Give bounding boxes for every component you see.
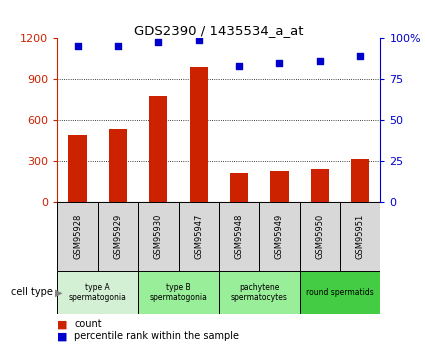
Text: GSM95930: GSM95930	[154, 214, 163, 259]
Text: percentile rank within the sample: percentile rank within the sample	[74, 332, 239, 341]
Bar	[219, 202, 259, 271]
Point	[316, 58, 323, 63]
Bar	[340, 202, 380, 271]
Bar	[230, 173, 248, 202]
Point	[74, 43, 81, 49]
Text: round spermatids: round spermatids	[306, 288, 374, 297]
Bar	[300, 202, 340, 271]
Text: count: count	[74, 319, 102, 329]
Text: GSM95929: GSM95929	[113, 214, 122, 259]
Point	[357, 53, 363, 59]
Text: GSM95928: GSM95928	[73, 214, 82, 259]
Bar	[300, 271, 380, 314]
Bar	[351, 159, 369, 202]
Bar	[68, 135, 87, 202]
Text: GSM95951: GSM95951	[356, 214, 365, 259]
Text: GSM95949: GSM95949	[275, 214, 284, 259]
Point	[114, 43, 122, 49]
Bar	[311, 169, 329, 202]
Bar	[259, 202, 300, 271]
Text: GSM95948: GSM95948	[235, 214, 244, 259]
Point	[235, 63, 242, 69]
Bar	[138, 202, 178, 271]
Bar	[57, 271, 138, 314]
Point	[155, 39, 162, 45]
Point	[276, 61, 283, 66]
Bar	[138, 271, 219, 314]
Text: cell type: cell type	[11, 287, 53, 297]
Text: GSM95950: GSM95950	[315, 214, 324, 259]
Bar	[190, 67, 208, 202]
Text: pachytene
spermatocytes: pachytene spermatocytes	[231, 283, 288, 302]
Bar	[270, 171, 289, 202]
Bar	[219, 271, 300, 314]
Bar	[109, 129, 127, 202]
Bar	[98, 202, 138, 271]
Text: ■: ■	[57, 319, 68, 329]
Point	[195, 38, 202, 43]
Text: ▶: ▶	[55, 287, 63, 297]
Bar	[178, 202, 219, 271]
Text: type B
spermatogonia: type B spermatogonia	[150, 283, 207, 302]
Text: ■: ■	[57, 332, 68, 341]
Bar	[57, 202, 98, 271]
Text: GSM95947: GSM95947	[194, 214, 203, 259]
Text: type A
spermatogonia: type A spermatogonia	[69, 283, 127, 302]
Bar	[149, 96, 167, 202]
Title: GDS2390 / 1435534_a_at: GDS2390 / 1435534_a_at	[134, 24, 303, 37]
